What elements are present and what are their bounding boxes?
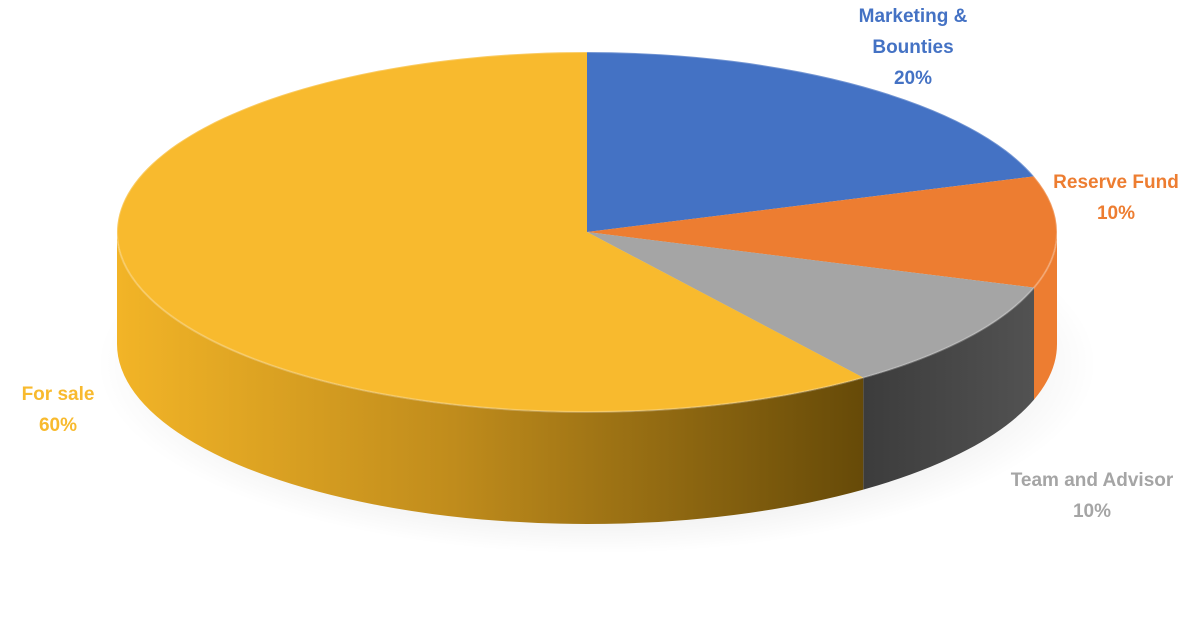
- pie-side-for-sale: [117, 232, 864, 524]
- pie-top-faces: [116, 51, 1058, 413]
- pie-slice-marketing-bounties: [587, 52, 1034, 232]
- pie-label-name: Reserve Fund: [1053, 172, 1179, 193]
- pie-label-name: For sale: [22, 384, 95, 405]
- pie-label-team-and-advisor: Team and Advisor 10%: [1011, 470, 1174, 522]
- pie-label-percent: 60%: [39, 415, 77, 436]
- pie-slice-team-and-advisor: [587, 232, 1034, 378]
- pie-label-marketing-bounties: Marketing & Bounties 20%: [859, 6, 968, 89]
- pie-label-percent: 10%: [1097, 203, 1135, 224]
- pie-side-team-and-advisor: [863, 287, 1034, 490]
- pie-label-for-sale: For sale 60%: [22, 384, 95, 436]
- pie-rim-highlight: [116, 51, 1058, 413]
- pie-label-reserve-fund: Reserve Fund 10%: [1053, 172, 1179, 224]
- pie-label-name: Team and Advisor: [1011, 470, 1174, 491]
- pie-slice-reserve-fund: [587, 176, 1058, 288]
- pie-label-percent: 10%: [1073, 501, 1111, 522]
- pie-side-walls: [117, 232, 1057, 524]
- pie-label-name: Marketing &: [859, 6, 968, 27]
- pie-label-name: Bounties: [872, 37, 953, 58]
- pie-slice-for-sale: [116, 52, 864, 412]
- pie-side-reserve-fund: [1034, 232, 1057, 400]
- pie-label-percent: 20%: [894, 68, 932, 89]
